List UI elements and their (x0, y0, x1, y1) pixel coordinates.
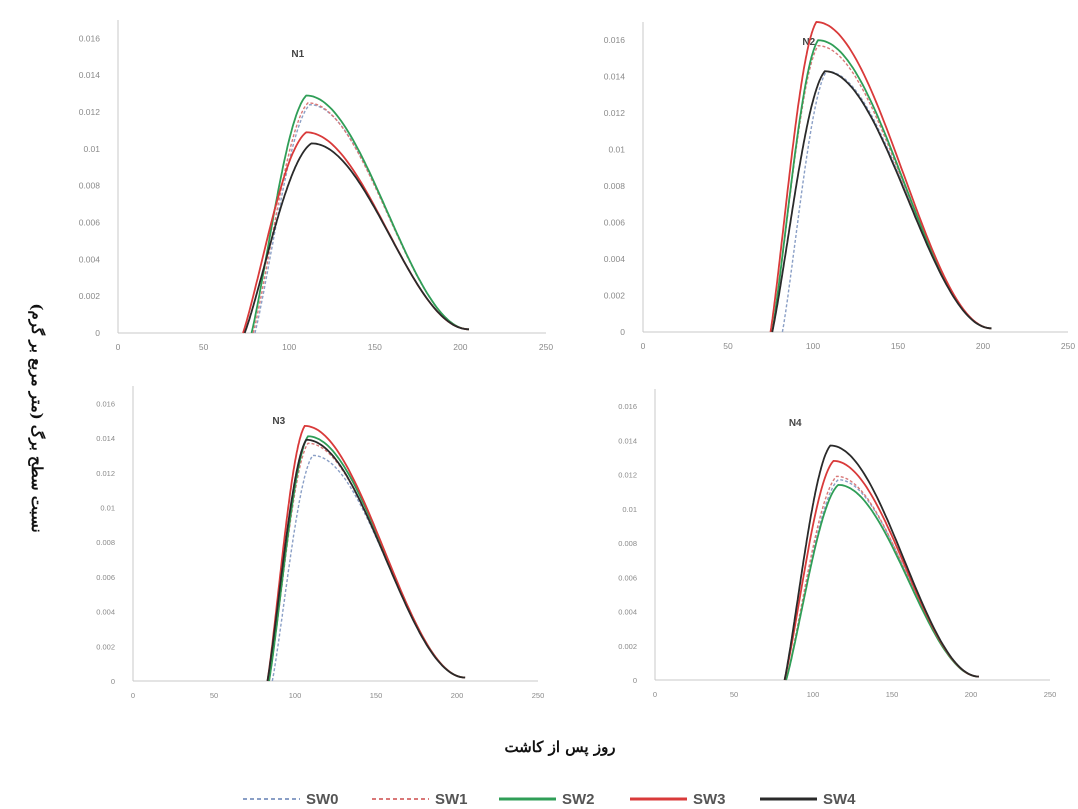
series-line-sw1 (253, 103, 469, 333)
y-tick-label: 0 (620, 327, 625, 337)
series-line-sw2 (772, 40, 991, 332)
x-tick-label: 250 (532, 691, 545, 700)
x-tick-label: 200 (976, 341, 990, 351)
x-tick-label: 0 (116, 342, 121, 352)
legend-label-sw2: SW2 (562, 791, 595, 808)
y-tick-label: 0.004 (618, 608, 637, 617)
y-tick-label: 0.012 (618, 471, 637, 480)
y-tick-label: 0.01 (100, 503, 115, 512)
x-tick-label: 0 (641, 341, 646, 351)
y-tick-label: 0 (633, 676, 637, 685)
series-line-sw4 (772, 71, 991, 332)
y-tick-label: 0.002 (79, 291, 101, 301)
x-tick-label: 250 (1061, 341, 1075, 351)
x-tick-label: 100 (806, 341, 820, 351)
x-tick-label: 100 (282, 342, 296, 352)
x-tick-label: 150 (891, 341, 905, 351)
y-tick-label: 0.002 (96, 642, 115, 651)
y-tick-label: 0 (111, 677, 115, 686)
y-tick-label: 0.012 (96, 469, 115, 478)
y-tick-label: 0.006 (604, 218, 626, 228)
series-line-sw3 (268, 426, 466, 681)
panel-n1: 0 0.002 0.004 0.006 0.008 0.01 0.012 0.014 0.016… (79, 20, 554, 352)
panel-n3: 0 0.002 0.004 0.006 0.008 0.01 0.012 0.014 0.016… (96, 386, 544, 700)
series-line-sw3 (243, 132, 469, 333)
x-tick-label: 250 (1044, 690, 1057, 699)
x-tick-label: 100 (289, 691, 302, 700)
x-tick-label: 150 (886, 690, 899, 699)
y-tick-label: 0 (95, 328, 100, 338)
x-tick-label: 0 (653, 690, 657, 699)
legend-label-sw3: SW3 (693, 791, 726, 808)
legend-label-sw4: SW4 (823, 791, 856, 808)
y-tick-label: 0.004 (96, 608, 115, 617)
x-tick-label: 50 (210, 691, 218, 700)
x-tick-label: 0 (131, 691, 135, 700)
y-tick-label: 0.002 (618, 642, 637, 651)
y-tick-label: 0.008 (618, 539, 637, 548)
y-tick-label: 0.014 (96, 434, 115, 443)
shared-y-axis-label: نسبت سطح برگ (متر مربع بر گرم) (28, 303, 46, 532)
series-line-sw3 (785, 461, 979, 680)
series-line-sw0 (255, 105, 469, 333)
y-tick-label: 0.004 (79, 254, 101, 264)
y-tick-label: 0.016 (618, 402, 637, 411)
x-tick-label: 250 (539, 342, 553, 352)
series-line-sw1 (269, 443, 465, 681)
panel-n4: 0 0.002 0.004 0.006 0.008 0.01 0.012 0.014 0.016… (618, 389, 1056, 699)
y-tick-label: 0.01 (622, 505, 637, 514)
x-tick-label: 150 (370, 691, 383, 700)
y-tick-label: 0.014 (79, 70, 101, 80)
y-tick-label: 0.008 (604, 181, 626, 191)
y-tick-label: 0.012 (79, 107, 101, 117)
y-tick-label: 0.004 (604, 254, 626, 264)
panel-n2: 0 0.002 0.004 0.006 0.008 0.01 0.012 0.014 0.016… (604, 22, 1076, 351)
x-tick-label: 100 (807, 690, 820, 699)
x-tick-label: 50 (723, 341, 733, 351)
series-line-sw0 (272, 455, 465, 681)
y-tick-label: 0.014 (604, 72, 626, 82)
y-tick-label: 0.002 (604, 291, 626, 301)
y-tick-label: 0.006 (79, 218, 101, 228)
y-tick-label: 0.016 (96, 399, 115, 408)
legend-label-sw1: SW1 (435, 791, 468, 808)
y-tick-label: 0.014 (618, 436, 637, 445)
legend: SW0 SW1 SW2 SW3 SW4 (243, 791, 856, 808)
series-line-sw0 (782, 71, 991, 332)
y-tick-label: 0.016 (79, 33, 101, 43)
x-tick-label: 200 (451, 691, 464, 700)
legend-label-sw0: SW0 (306, 791, 339, 808)
x-tick-label: 150 (368, 342, 382, 352)
series-line-sw4 (785, 446, 979, 681)
panel-title: N4 (789, 418, 802, 429)
y-tick-label: 0.01 (608, 145, 625, 155)
y-tick-label: 0.008 (96, 538, 115, 547)
panels: 0 0.002 0.004 0.006 0.008 0.01 0.012 0.014 0.016… (79, 20, 1076, 700)
series-line-sw2 (252, 96, 470, 334)
y-tick-label: 0.006 (618, 573, 637, 582)
y-tick-label: 0.016 (604, 35, 626, 45)
x-tick-label: 50 (199, 342, 209, 352)
panel-title: N1 (291, 49, 304, 60)
y-tick-label: 0.008 (79, 181, 101, 191)
y-tick-label: 0.006 (96, 573, 115, 582)
x-tick-label: 200 (453, 342, 467, 352)
y-tick-label: 0.012 (604, 108, 626, 118)
panel-title: N3 (272, 416, 285, 427)
shared-x-axis-label: روز پس از کاشت (504, 738, 615, 757)
x-tick-label: 50 (730, 690, 738, 699)
x-tick-label: 200 (965, 690, 978, 699)
y-tick-label: 0.01 (83, 144, 100, 154)
